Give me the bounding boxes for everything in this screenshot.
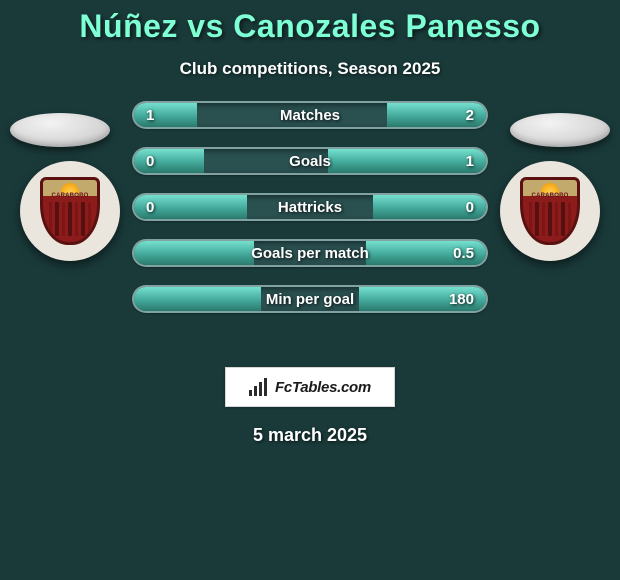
- left-player-disc: [10, 113, 110, 147]
- left-crest-label: CARABOBO: [43, 193, 97, 199]
- bar-fill-right: [359, 287, 486, 311]
- right-player-disc: [510, 113, 610, 147]
- stat-bar: 0.5Goals per match: [132, 239, 488, 267]
- bar-fill-left: [134, 103, 197, 127]
- bars-icon: [249, 378, 269, 396]
- stat-bar: 180Min per goal: [132, 285, 488, 313]
- date-label: 5 march 2025: [0, 425, 620, 446]
- bar-fill-left: [134, 287, 261, 311]
- brand-box[interactable]: FcTables.com: [225, 367, 395, 407]
- right-team-crest: CARABOBO: [520, 177, 580, 245]
- bar-fill-right: [387, 103, 486, 127]
- comparison-stage: CARABOBO CARABOBO 12Matches 01Goals 00Hatt…: [0, 101, 620, 361]
- bar-fill-left: [134, 149, 204, 173]
- page-title: Núñez vs Canozales Panesso: [0, 0, 620, 45]
- bar-fill-left: [134, 241, 254, 265]
- bar-fill-right: [373, 195, 486, 219]
- bar-fill-right: [366, 241, 486, 265]
- stat-bars: 12Matches 01Goals 00Hattricks 0.5Goals per …: [132, 101, 488, 331]
- bar-fill-right: [328, 149, 486, 173]
- left-team-badge: CARABOBO: [20, 161, 120, 261]
- right-team-badge: CARABOBO: [500, 161, 600, 261]
- bar-fill-left: [134, 195, 247, 219]
- stat-bar: 00Hattricks: [132, 193, 488, 221]
- left-team-crest: CARABOBO: [40, 177, 100, 245]
- right-crest-label: CARABOBO: [523, 193, 577, 199]
- stat-bar: 12Matches: [132, 101, 488, 129]
- stat-bar: 01Goals: [132, 147, 488, 175]
- brand-text: FcTables.com: [275, 379, 371, 396]
- subtitle: Club competitions, Season 2025: [0, 59, 620, 79]
